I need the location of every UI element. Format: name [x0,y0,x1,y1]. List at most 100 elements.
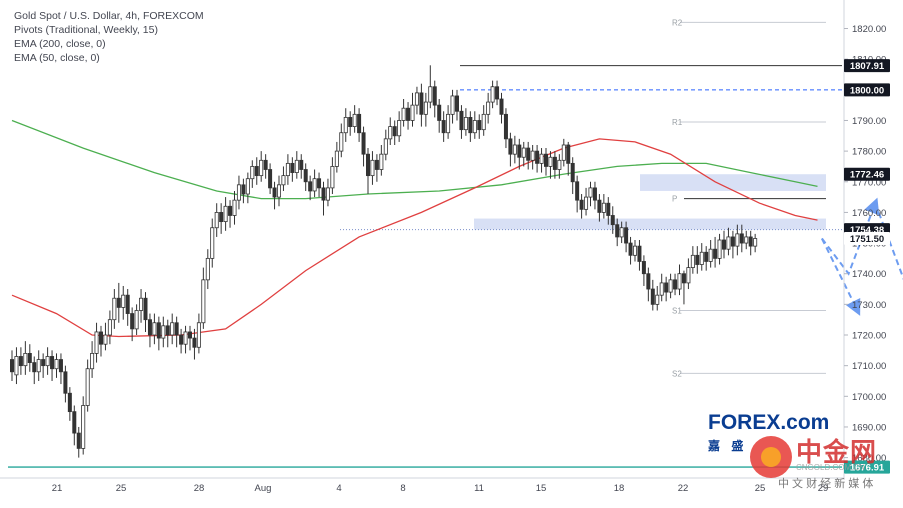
candle-down [628,242,633,256]
candle-up [85,368,90,406]
candle-up [232,199,237,216]
candle-down [432,86,437,106]
candle-up [414,92,419,106]
candle-down [695,254,700,265]
candle-up [717,239,722,259]
candle-up [205,257,210,281]
candle-down [321,187,326,201]
y-tick-label: 1780.00 [852,147,886,158]
candle-down [503,113,508,140]
candle-down [348,117,353,127]
candle-down [272,187,277,198]
candle-up [334,150,339,167]
candle-up [343,117,348,134]
x-tick-label: 11 [474,483,484,494]
price-tag [844,59,890,73]
candle-down [437,104,442,121]
y-tick-label: 1690.00 [852,422,886,433]
candle-down [32,362,37,373]
candle-down [495,86,500,100]
candle-down [641,261,646,275]
x-tick-label: 21 [52,483,63,494]
candle-down [392,126,397,137]
cngold-tagline: 中 文 财 经 新 媒 体 [778,478,874,490]
pivot-label-s1: S1 [672,306,682,315]
candle-down [468,117,473,134]
candle-up [472,120,477,134]
candle-up [214,212,219,229]
candle-up [259,159,264,177]
forex-logo-text: FOREX.com [708,411,830,434]
candle-up [94,331,99,354]
candle-down [290,162,295,173]
horizontal-levels [8,65,842,468]
x-tick-label: 22 [678,483,689,494]
candle-up [450,95,455,115]
candle-up [690,254,695,268]
candle-down [535,150,540,164]
candle-up [54,359,59,370]
candle-up [686,267,691,284]
candle-down [454,95,459,112]
candle-up [428,86,433,103]
candle-down [361,132,366,155]
candle-down [165,325,170,336]
pivot-label-r2: R2 [672,18,683,27]
candle-down [459,110,464,131]
forex-logo-cn: 嘉 盛 [708,439,748,453]
cngold-logo-text: 中金网 [796,437,878,467]
price-tag-label: 1754.38 [850,225,884,236]
x-tick-label: Aug [255,483,272,494]
x-tick-label: 25 [116,483,127,494]
y-tick-label: 1700.00 [852,392,886,403]
candle-down [58,359,63,373]
candle-down [739,233,744,244]
candle-down [673,279,678,290]
y-tick-label: 1740.00 [852,269,886,280]
candle-down [592,187,597,201]
candle-down [99,331,104,345]
candle-up [196,322,201,348]
candle-up [548,156,553,167]
candle-up [726,236,731,250]
candle-down [268,169,273,189]
candle-up [677,273,682,290]
candle-up [512,144,517,155]
candle-up [312,178,317,192]
legend-ema50: EMA (50, close, 0) [14,52,100,64]
candle-down [606,202,611,216]
candle-up [294,159,299,173]
candle-up [668,279,673,293]
candle-down [748,236,753,247]
candle-down [63,371,68,394]
candle-up [539,153,544,164]
price-tag [844,231,890,245]
candle-down [566,144,571,164]
candle-up [423,101,428,115]
candle-up [588,187,593,198]
candle-up [81,405,86,449]
candle-up [659,282,664,296]
y-tick-label: 1760.00 [852,208,886,219]
candle-down [317,178,322,189]
candle-down [174,322,179,336]
legend-ema200: EMA (200, close, 0) [14,38,106,50]
candle-down [575,181,580,201]
candle-down [615,224,620,238]
candle-down [477,120,482,131]
candle-up [339,132,344,152]
legend-pivots: Pivots (Traditional, Weekly, 15) [14,24,158,36]
projection-arrow-2 [821,238,861,316]
candle-down [646,273,651,290]
candle-up [699,251,704,265]
candle-down [664,282,669,293]
candle-up [170,322,175,336]
price-tag-label: 1676.91 [850,463,885,474]
candle-down [72,411,77,434]
candle-up [330,166,335,189]
x-tick-label: 18 [614,483,625,494]
candle-up [561,144,566,161]
price-tag-label: 1807.91 [850,61,885,72]
candle-down [192,337,197,348]
y-tick-label: 1680.00 [852,453,886,464]
